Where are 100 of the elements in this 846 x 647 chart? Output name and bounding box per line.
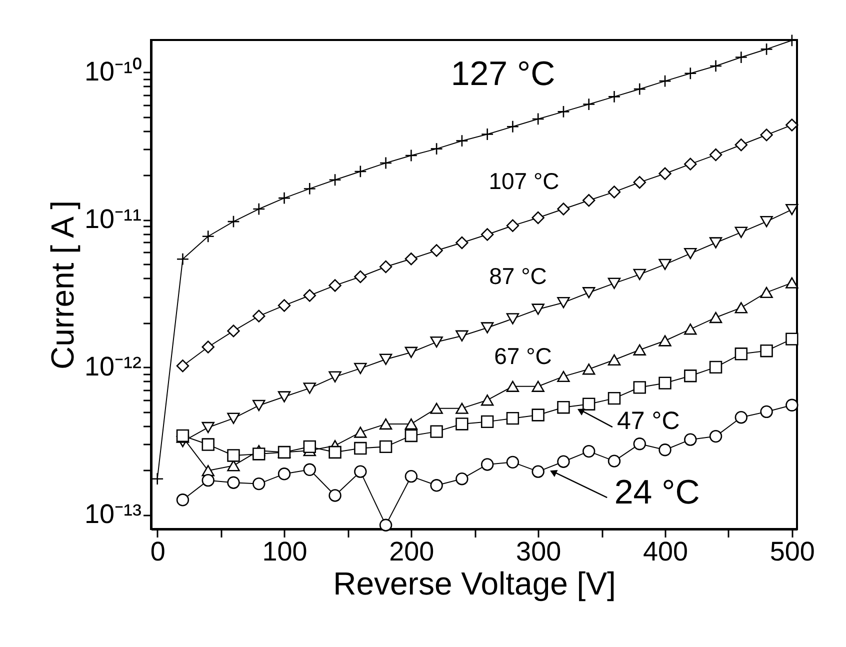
point — [480, 415, 494, 428]
point — [227, 215, 240, 228]
point — [252, 400, 266, 412]
y-tick-label: 10⁻¹¹ — [84, 204, 142, 234]
point — [633, 381, 646, 394]
annotation: 87 °C — [489, 263, 547, 289]
annotation: 47 °C — [617, 407, 680, 436]
point — [303, 440, 316, 454]
point — [456, 402, 468, 414]
point — [227, 412, 240, 424]
point — [633, 82, 646, 96]
point — [379, 418, 392, 430]
point — [278, 468, 291, 480]
point — [328, 489, 342, 502]
point — [176, 494, 190, 506]
point — [633, 344, 646, 356]
point — [633, 438, 646, 450]
point — [557, 455, 570, 468]
point — [354, 426, 367, 438]
point — [227, 449, 240, 462]
point — [633, 268, 646, 280]
point — [658, 444, 672, 456]
point — [709, 237, 722, 248]
point — [532, 408, 544, 422]
point — [379, 156, 392, 170]
point — [404, 418, 418, 430]
point — [354, 442, 367, 455]
point — [430, 479, 443, 492]
point — [430, 425, 443, 438]
point — [760, 216, 773, 228]
point — [303, 463, 316, 476]
point — [227, 324, 240, 338]
point — [430, 402, 443, 414]
point — [582, 364, 596, 375]
point — [582, 98, 596, 111]
point — [480, 128, 494, 141]
point — [303, 382, 316, 394]
y-tick-label: 10⁻¹⁰ — [84, 56, 142, 87]
point — [582, 444, 596, 458]
point — [608, 454, 621, 468]
point — [608, 392, 621, 405]
point — [430, 142, 443, 156]
point — [328, 446, 342, 459]
point — [760, 344, 773, 358]
x-tick-label: 0 — [150, 536, 166, 566]
point — [709, 312, 722, 324]
point — [557, 370, 570, 382]
point — [734, 226, 748, 238]
point — [709, 360, 722, 374]
point — [354, 362, 367, 374]
point — [379, 440, 392, 454]
point — [430, 244, 443, 257]
point — [202, 230, 214, 243]
point — [328, 371, 342, 382]
point — [227, 460, 240, 472]
point — [456, 472, 468, 486]
point — [658, 74, 672, 88]
annotation: 107 °C — [488, 168, 560, 194]
point — [506, 456, 520, 469]
point — [404, 149, 418, 162]
x-tick-label: 200 — [389, 536, 434, 566]
point — [734, 348, 748, 360]
point — [303, 182, 316, 196]
point — [328, 279, 342, 292]
point — [506, 313, 520, 324]
point — [480, 394, 494, 406]
point — [684, 67, 697, 80]
y-tick-label: 10⁻¹³ — [84, 499, 142, 530]
point — [202, 438, 214, 451]
annotation: 127 °C — [450, 55, 556, 93]
point — [734, 302, 748, 314]
point — [278, 391, 291, 402]
point — [684, 433, 697, 446]
point — [480, 458, 494, 471]
point — [404, 429, 418, 442]
annotation: 24 °C — [614, 474, 700, 512]
point — [608, 90, 621, 104]
annotation: 67 °C — [494, 343, 552, 369]
point — [354, 465, 367, 478]
point — [506, 412, 520, 425]
point — [786, 277, 798, 288]
point — [202, 474, 214, 487]
point — [278, 192, 291, 204]
point — [150, 472, 164, 486]
point — [456, 330, 468, 342]
point — [608, 278, 621, 289]
point — [532, 112, 544, 126]
point — [532, 304, 544, 315]
x-tick-label: 500 — [770, 536, 815, 566]
point — [506, 380, 520, 392]
point — [658, 335, 672, 346]
point — [202, 422, 214, 434]
point — [557, 401, 570, 414]
point — [760, 405, 773, 418]
point — [684, 248, 697, 260]
point — [354, 165, 367, 178]
point — [532, 380, 544, 392]
point — [379, 354, 392, 365]
point — [608, 354, 621, 366]
x-tick-label: 100 — [262, 536, 308, 566]
